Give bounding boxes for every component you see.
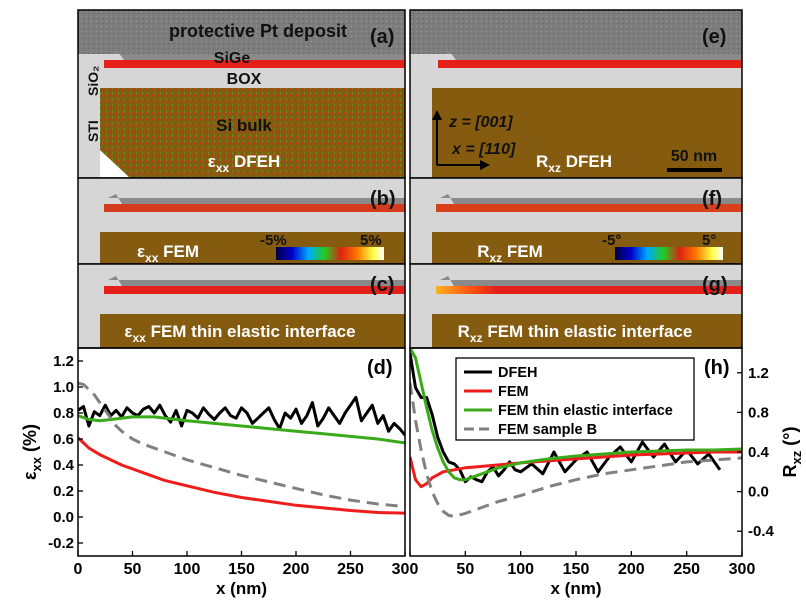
y-tick-label: 1.2 [53,353,74,370]
sti-label: STI [85,120,101,142]
x-tick-label: 300 [729,561,756,578]
x-tick-label: 100 [174,561,201,578]
series-line-fem-sample-b [78,381,405,509]
x-axis-title: x (nm) [216,579,267,598]
y-tick-label: 0.4 [748,444,770,461]
y-tick-label: -0.2 [48,535,74,552]
scalebar [667,168,722,172]
x-tick-label: 150 [228,561,255,578]
x-tick-label: 200 [283,561,310,578]
x-axis-label: x = [110] [451,141,516,158]
x-tick-label: 100 [507,561,534,578]
series-line-fem-sample-b [410,382,742,518]
x-tick-label: 0 [74,561,83,578]
box-label: BOX [227,71,262,88]
x-tick-label: 50 [124,561,142,578]
panel-letter-f: (f) [702,188,722,210]
series-line-dfeh [78,395,405,437]
panel-letter-a: (a) [370,26,394,48]
y-tick-label: 0.6 [53,431,74,448]
series-line-fem [410,450,742,489]
x-tick-label: 250 [337,561,364,578]
sige-label: SiGe [214,50,251,67]
colorbar-max-b: 5% [360,232,382,249]
x-tick-label: 50 [456,561,474,578]
y-axis-title: Rxz (°) [780,427,804,478]
x-tick-label: 250 [673,561,700,578]
map-label-b: εxx FEM [137,242,199,265]
chart-h: 50 100 150 200 250 300 x (nm) -0.4 0.0 0.4 0.8 1.2 R… [409,347,804,598]
panel-letter-e: (e) [702,26,726,48]
colorbar-max-f: 5° [702,232,716,249]
map-label-e: Rxz DFEH [536,152,612,175]
legend: DFEH FEM FEM thin elastic interface FEM sam… [455,357,695,441]
legend-entry: FEM [498,384,529,400]
x-axis-title: x (nm) [551,579,602,598]
y-tick-label: 0.8 [53,405,74,422]
map-label-g: Rxz FEM thin elastic interface [458,322,693,345]
panel-letter-g: (g) [702,274,728,296]
x-tick-label: 300 [392,561,419,578]
legend-entry: FEM thin elastic interface [498,403,673,419]
series-line-fem-thin-elastic-interface [410,348,742,482]
y-tick-label: 0.0 [748,484,769,501]
map-label-a: εxx DFEH [208,152,280,175]
panel-f: (f) Rxz FEM -5° 5° [409,177,743,265]
pt-label: protective Pt deposit [169,21,347,41]
y-tick-label: 0.0 [53,509,74,526]
panel-b: (b) εxx FEM -5% 5% [77,177,406,265]
panel-c: (c) εxx FEM thin elastic interface [77,263,406,349]
y-tick-label: 1.2 [748,365,769,382]
series-line-fem [78,436,405,515]
series-line-fem-thin-elastic-interface [78,414,405,445]
y-tick-label: -0.4 [748,523,775,540]
y-tick-label: 0.8 [748,404,769,421]
bulk-label: Si bulk [216,116,272,135]
z-axis-label: z = [001] [448,114,513,131]
x-tick-label: 150 [563,561,590,578]
panel-letter: (d) [367,357,393,379]
sio2-label: SiO₂ [85,66,101,96]
chart-d: 0 50 100 150 200 250 300 x (nm) -0.2 0.0 0.2 0.4 0.6… [20,347,419,598]
panel-a: protective Pt deposit (a) SiGe BOX SiO₂ … [77,9,406,179]
x-tick-label: 200 [618,561,645,578]
map-label-c: εxx FEM thin elastic interface [124,322,355,345]
legend-entry: FEM sample B [498,422,597,438]
scalebar-label: 50 nm [671,148,717,165]
y-tick-label: 0.2 [53,483,74,500]
y-tick-label: 1.0 [53,379,74,396]
y-tick-label: 0.4 [53,457,75,474]
colorbar-rotation [615,247,723,260]
panel-e: (e) z = [001] x = [110] Rxz DFEH 50 nm [409,9,743,179]
colorbar-min-f: -5° [602,232,621,249]
colorbar-min-b: -5% [260,232,287,249]
plot-frame [77,347,406,557]
panel-letter: (h) [704,357,730,379]
panel-letter-c: (c) [370,274,394,296]
panel-letter-b: (b) [370,188,396,210]
y-axis-title: εxx (%) [20,424,44,480]
map-label-f: Rxz FEM [477,242,543,265]
colorbar-strain [276,247,384,260]
panel-g: (g) Rxz FEM thin elastic interface [409,263,743,349]
legend-entry: DFEH [498,365,537,381]
